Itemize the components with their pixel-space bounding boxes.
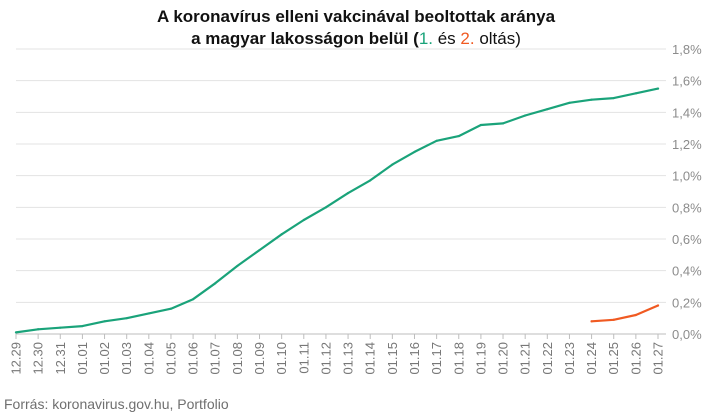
y-tick-label: 1,2%: [672, 137, 702, 152]
x-tick-label: 01.20: [496, 342, 511, 375]
y-tick-label: 1,4%: [672, 105, 702, 120]
x-tick-label: 01.25: [606, 342, 621, 375]
y-tick-label: 1,8%: [672, 42, 702, 57]
x-tick-label: 01.23: [562, 342, 577, 375]
x-tick-label: 01.09: [252, 342, 267, 375]
source-note: Forrás: koronavirus.gov.hu, Portfolio: [4, 396, 229, 412]
data-point: [169, 307, 173, 310]
x-tick-label: 01.24: [584, 342, 599, 375]
data-point: [14, 331, 18, 334]
data-point: [546, 108, 549, 111]
data-point: [302, 218, 305, 222]
x-tick-label: 01.07: [208, 342, 223, 375]
x-tick-label: 01.03: [119, 342, 134, 375]
data-point: [236, 264, 239, 268]
data-point: [634, 313, 637, 317]
first-dose-label: 1.: [419, 29, 433, 48]
x-tick-label: 01.26: [628, 342, 643, 375]
series-lines: [14, 87, 660, 334]
data-point: [81, 324, 84, 328]
data-point: [369, 179, 372, 182]
data-point: [612, 96, 615, 100]
x-tick-label: 01.01: [75, 342, 90, 375]
x-tick-label: 01.02: [97, 342, 112, 375]
y-tick-label: 0,6%: [672, 232, 702, 247]
data-point: [214, 282, 217, 285]
second-dose-label: 2.: [460, 29, 474, 48]
x-tick-label: 01.21: [518, 342, 533, 375]
data-point: [59, 326, 62, 329]
gridlines: [16, 48, 666, 335]
chart-title-line1: A koronavírus elleni vakcinával beoltott…: [157, 7, 556, 26]
data-point: [37, 328, 40, 331]
title-connector: és: [433, 29, 460, 48]
x-tick-label: 01.14: [363, 342, 378, 375]
x-tick-label: 01.06: [186, 342, 201, 375]
data-point: [524, 114, 527, 117]
data-point: [590, 320, 593, 323]
x-tick-label: 01.08: [230, 342, 245, 375]
data-point: [346, 191, 350, 195]
y-tick-label: 0,0%: [672, 327, 702, 342]
x-tick-label: 01.17: [429, 342, 444, 375]
x-tick-label: 01.11: [296, 342, 311, 374]
series-line-second-dose: [590, 304, 660, 323]
data-point: [501, 122, 505, 125]
x-tick-label: 01.27: [651, 342, 666, 375]
data-point: [103, 320, 106, 323]
data-point: [479, 123, 482, 127]
x-tick-label: 01.05: [163, 342, 178, 375]
data-point: [656, 87, 660, 90]
x-tick-label: 12.29: [9, 342, 24, 375]
y-axis-ticks: 0,0% 0,2% 0,4% 0,6% 0,8% 1,0% 1,2% 1,4% 1,6% 1,8%: [672, 42, 702, 342]
chart-title-line2: a magyar lakosságon belül (1. és 2. oltá…: [191, 29, 521, 48]
y-tick-label: 0,8%: [672, 200, 702, 215]
data-point: [125, 317, 128, 320]
x-tick-label: 01.19: [473, 342, 488, 375]
x-tick-label: 01.10: [274, 342, 289, 375]
data-point: [280, 233, 283, 236]
x-tick-label: 12.30: [31, 342, 46, 375]
series-line-first-dose: [14, 87, 660, 334]
x-tick-label: 01.22: [540, 342, 555, 375]
data-point: [324, 206, 328, 209]
y-tick-label: 0,2%: [672, 295, 702, 310]
y-tick-label: 0,4%: [672, 264, 702, 279]
data-point: [634, 92, 637, 95]
data-point: [435, 139, 438, 142]
data-point: [147, 312, 150, 315]
data-point: [590, 98, 593, 101]
x-axis-ticks: 12.29 12.30 12.31 01.01 01.02 01.03 01.04 01.05…: [9, 334, 666, 375]
data-point: [612, 318, 615, 321]
y-tick-label: 1,0%: [672, 169, 702, 184]
chart-title-suffix: oltás): [475, 29, 521, 48]
x-tick-label: 01.15: [385, 342, 400, 375]
y-tick-label: 1,6%: [672, 74, 702, 89]
data-point: [192, 298, 195, 301]
data-point: [568, 101, 571, 104]
data-point: [391, 163, 394, 166]
x-tick-label: 12.31: [53, 342, 68, 375]
x-tick-label: 01.16: [407, 342, 422, 375]
data-point: [258, 248, 261, 252]
x-tick-label: 01.04: [141, 342, 156, 375]
x-tick-label: 01.12: [318, 342, 333, 375]
chart-title-line2-prefix: a magyar lakosságon belül (: [191, 29, 419, 48]
x-tick-label: 01.18: [451, 342, 466, 375]
x-tick-label: 01.13: [341, 342, 356, 375]
data-point: [413, 150, 416, 154]
data-point: [656, 304, 660, 307]
data-point: [457, 134, 460, 138]
